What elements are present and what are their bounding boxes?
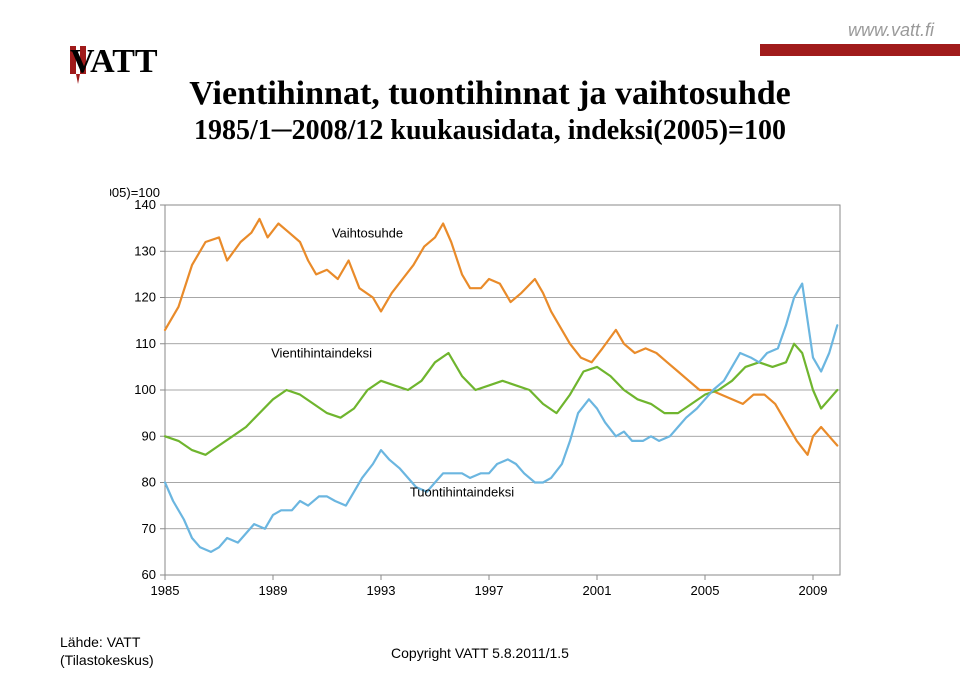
line-chart: Indeksi(2005)=10060708090100110120130140…	[110, 180, 850, 610]
svg-text:60: 60	[142, 567, 156, 582]
svg-text:Tuontihintaindeksi: Tuontihintaindeksi	[410, 484, 514, 499]
svg-text:130: 130	[134, 243, 156, 258]
svg-text:Vientihintaindeksi: Vientihintaindeksi	[271, 346, 372, 361]
slide-title: Vientihinnat, tuontihinnat ja vaihtosuhd…	[80, 75, 900, 147]
title-line1: Vientihinnat, tuontihinnat ja vaihtosuhd…	[80, 75, 900, 113]
svg-text:2005: 2005	[691, 583, 720, 598]
svg-text:1989: 1989	[259, 583, 288, 598]
svg-text:1993: 1993	[367, 583, 396, 598]
svg-text:140: 140	[134, 197, 156, 212]
svg-text:70: 70	[142, 521, 156, 536]
svg-text:Vaihtosuhde: Vaihtosuhde	[332, 225, 403, 240]
svg-text:2001: 2001	[583, 583, 612, 598]
footer-copyright: Copyright VATT 5.8.2011/1.5	[0, 645, 960, 661]
svg-text:110: 110	[135, 336, 156, 351]
title-line2: 1985/1─2008/12 kuukausidata, indeksi(200…	[80, 115, 900, 147]
slide: www.vatt.fi VATT Vientihinnat, tuontihin…	[0, 0, 960, 687]
svg-text:1997: 1997	[475, 583, 504, 598]
svg-text:1985: 1985	[151, 583, 180, 598]
svg-text:100: 100	[134, 382, 156, 397]
svg-text:80: 80	[142, 475, 156, 490]
site-url: www.vatt.fi	[740, 20, 960, 41]
svg-text:2009: 2009	[799, 583, 828, 598]
svg-text:90: 90	[142, 428, 156, 443]
header-redbar	[760, 44, 960, 56]
svg-text:120: 120	[134, 290, 156, 305]
